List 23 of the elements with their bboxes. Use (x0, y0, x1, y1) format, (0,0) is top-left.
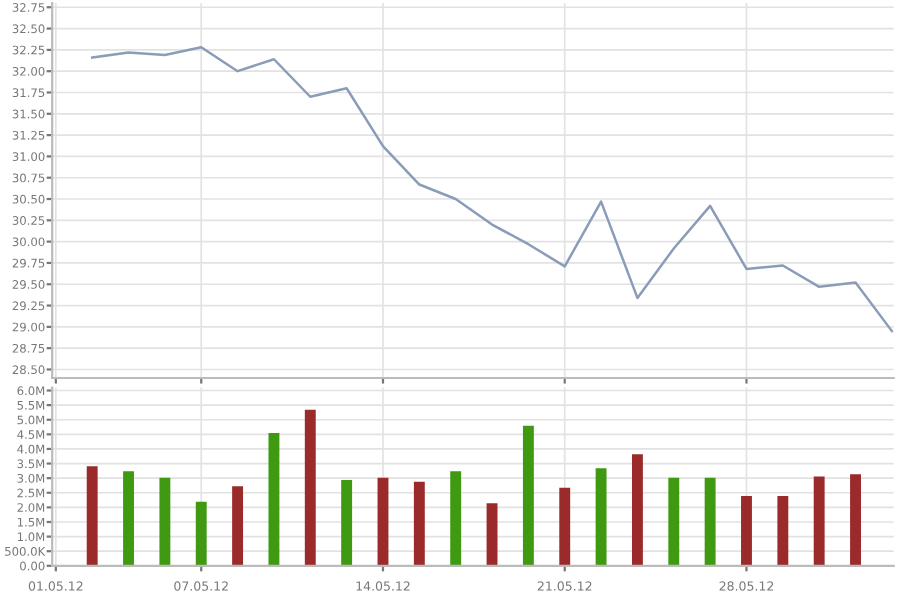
bar (631, 454, 643, 566)
bar (377, 477, 389, 566)
bar (704, 477, 716, 566)
bar (595, 468, 607, 566)
bar (850, 474, 861, 566)
bar (559, 487, 571, 566)
bar (86, 466, 98, 566)
bar (159, 477, 171, 566)
bar (268, 432, 280, 566)
bar (341, 479, 353, 566)
bar (232, 486, 244, 566)
bar (413, 481, 425, 566)
bar (813, 476, 825, 566)
bar (304, 409, 316, 566)
bar (741, 495, 752, 566)
bar (777, 495, 789, 566)
bar (668, 477, 680, 566)
bar (486, 503, 498, 566)
bar (522, 425, 534, 566)
bar (195, 501, 207, 566)
bar (123, 471, 134, 566)
line-series (90, 46, 894, 333)
bar (450, 471, 462, 566)
